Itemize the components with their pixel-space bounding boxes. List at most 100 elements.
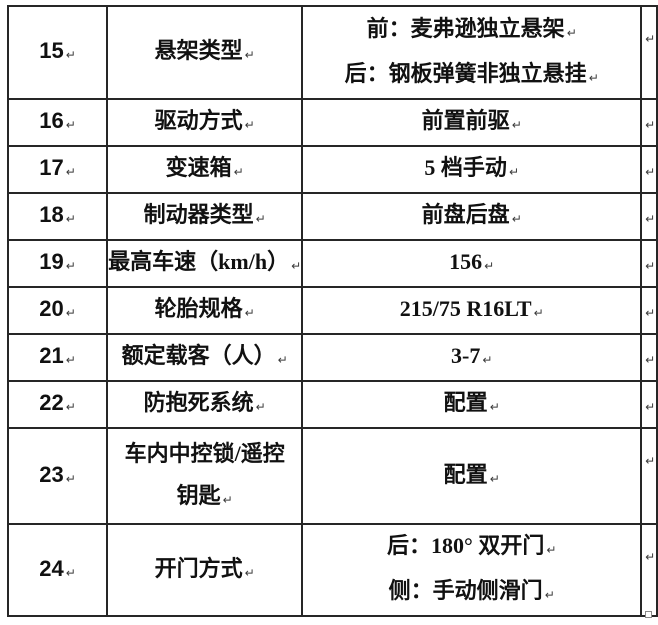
spec-value-line: 前：麦弗逊独立悬架 ↵ [366, 15, 577, 41]
spec-label-line: 钥匙 ↵ [176, 482, 233, 508]
end-of-row-mark-cell: ↵ [640, 380, 658, 429]
table-resize-handle[interactable] [645, 611, 652, 618]
spec-value-line: 后：180° 双开门 ↵ [387, 533, 557, 558]
row-number-cell: 18 ↵ [6, 192, 109, 241]
end-of-row-mark-cell: ↵ [640, 333, 658, 382]
row-number-cell: 17 ↵ [6, 145, 109, 194]
spec-value-cell: 215/75 R16LT ↵ [301, 286, 643, 335]
paragraph-mark-icon: ↵ [645, 32, 656, 46]
table-row: 19 ↵ 最高车速（km/h） ↵ 156 ↵ ↵ [6, 239, 658, 288]
end-of-row-mark-cell: ↵ [640, 98, 658, 147]
paragraph-mark-icon: ↵ [645, 454, 656, 468]
table-row: 18 ↵ 制动器类型 ↵ 前盘后盘 ↵ ↵ [6, 192, 658, 241]
row-number-cell: 21 ↵ [6, 333, 109, 382]
spec-value-cell: 156 ↵ [301, 239, 643, 288]
paragraph-mark-icon: ↵ [546, 543, 557, 557]
spec-label-cell: 防抱死系统 ↵ [106, 380, 304, 429]
row-number: 17 [39, 155, 64, 180]
spec-table-body: 15 ↵ 悬架类型 ↵ 前：麦弗逊独立悬架 ↵ 后：钢板弹簧非独立悬挂 ↵ ↵ 16 ↵ 驱动方式 ↵ 前… [6, 5, 658, 617]
paragraph-mark-icon: ↵ [645, 212, 656, 226]
end-of-row-mark-cell: ↵ [640, 192, 658, 241]
spec-value-cell: 前置前驱 ↵ [301, 98, 643, 147]
spec-label-cell: 制动器类型 ↵ [106, 192, 304, 241]
spec-label-cell: 悬架类型 ↵ [106, 5, 304, 100]
end-of-row-mark-cell: ↵ [640, 523, 658, 617]
paragraph-mark-icon: ↵ [244, 565, 255, 580]
spec-value-line: 后：钢板弹簧非独立悬挂 ↵ [344, 60, 599, 86]
spec-label-line: 变速箱 ↵ [165, 155, 244, 180]
spec-label-cell: 最高车速（km/h） ↵ [106, 239, 304, 288]
row-number: 21 [39, 343, 64, 368]
paragraph-mark-icon: ↵ [65, 212, 76, 226]
spec-value-cell: 前盘后盘 ↵ [301, 192, 643, 241]
spec-value-cell: 5 档手动 ↵ [301, 145, 643, 194]
paragraph-mark-icon: ↵ [65, 48, 76, 62]
paragraph-mark-icon: ↵ [484, 259, 495, 273]
end-of-row-mark-cell: ↵ [640, 427, 658, 525]
row-number-cell: 22 ↵ [6, 380, 109, 429]
spec-label-line: 最高车速（km/h） ↵ [108, 249, 302, 274]
table-row: 23 ↵ 车内中控锁/遥控 钥匙 ↵ 配置 ↵ ↵ [6, 427, 658, 525]
paragraph-mark-icon: ↵ [65, 565, 76, 580]
paragraph-mark-icon: ↵ [233, 165, 244, 179]
table-row: 17 ↵ 变速箱 ↵ 5 档手动 ↵ ↵ [6, 145, 658, 194]
spec-label-line: 驱动方式 ↵ [154, 108, 255, 133]
spec-value-cell: 前：麦弗逊独立悬架 ↵ 后：钢板弹簧非独立悬挂 ↵ [301, 5, 643, 100]
end-of-row-mark-cell: ↵ [640, 239, 658, 288]
spec-label-cell: 驱动方式 ↵ [106, 98, 304, 147]
spec-value-line: 3-7 ↵ [451, 343, 493, 368]
spec-label-line: 制动器类型 ↵ [143, 202, 266, 227]
row-number: 22 [39, 390, 64, 415]
spec-label-line: 车内中控锁/遥控 [124, 440, 285, 466]
paragraph-mark-icon: ↵ [645, 353, 656, 367]
spec-label-cell: 车内中控锁/遥控 钥匙 ↵ [106, 427, 304, 525]
spec-value-line: 前置前驱 ↵ [421, 108, 522, 133]
paragraph-mark-icon: ↵ [533, 306, 544, 320]
paragraph-mark-icon: ↵ [645, 259, 656, 273]
row-number-cell: 16 ↵ [6, 98, 109, 147]
paragraph-mark-icon: ↵ [255, 212, 266, 226]
paragraph-mark-icon: ↵ [244, 48, 255, 62]
table-row: 16 ↵ 驱动方式 ↵ 前置前驱 ↵ ↵ [6, 98, 658, 147]
paragraph-mark-icon: ↵ [511, 118, 522, 132]
spec-value-line: 配置 ↵ [443, 461, 500, 487]
row-number: 15 [39, 38, 64, 63]
table-row: 20 ↵ 轮胎规格 ↵ 215/75 R16LT ↵ ↵ [6, 286, 658, 335]
paragraph-mark-icon: ↵ [645, 550, 656, 564]
paragraph-mark-icon: ↵ [489, 471, 500, 486]
spec-value-line: 侧：手动侧滑门 ↵ [388, 578, 555, 603]
paragraph-mark-icon: ↵ [511, 212, 522, 226]
spec-label-cell: 轮胎规格 ↵ [106, 286, 304, 335]
spec-label-line: 悬架类型 ↵ [154, 38, 255, 63]
spec-label-line: 开门方式 ↵ [154, 555, 255, 581]
spec-value-line: 215/75 R16LT ↵ [399, 296, 544, 321]
paragraph-mark-icon: ↵ [482, 353, 493, 367]
row-number: 24 [39, 555, 64, 581]
spec-value-cell: 配置 ↵ [301, 427, 643, 525]
end-of-row-mark-cell: ↵ [640, 145, 658, 194]
paragraph-mark-icon: ↵ [645, 165, 656, 179]
row-number: 16 [39, 108, 64, 133]
spec-value-cell: 配置 ↵ [301, 380, 643, 429]
paragraph-mark-icon: ↵ [255, 400, 266, 414]
paragraph-mark-icon: ↵ [645, 306, 656, 320]
paragraph-mark-icon: ↵ [291, 259, 302, 273]
spec-label-line: 额定载客（人） ↵ [121, 343, 288, 368]
end-of-row-mark-cell: ↵ [640, 286, 658, 335]
spec-value-cell: 后：180° 双开门 ↵ 侧：手动侧滑门 ↵ [301, 523, 643, 617]
paragraph-mark-icon: ↵ [65, 353, 76, 367]
row-number-cell: 24 ↵ [6, 523, 109, 617]
paragraph-mark-icon: ↵ [489, 400, 500, 414]
paragraph-mark-icon: ↵ [645, 400, 656, 414]
table-row: 24 ↵ 开门方式 ↵ 后：180° 双开门 ↵ 侧：手动侧滑门 ↵ ↵ [6, 523, 658, 617]
row-number: 20 [39, 296, 64, 321]
table-row: 15 ↵ 悬架类型 ↵ 前：麦弗逊独立悬架 ↵ 后：钢板弹簧非独立悬挂 ↵ ↵ [6, 5, 658, 100]
spec-value-cell: 3-7 ↵ [301, 333, 643, 382]
table-row: 21 ↵ 额定载客（人） ↵ 3-7 ↵ ↵ [6, 333, 658, 382]
spec-label-line: 防抱死系统 ↵ [143, 390, 266, 415]
table-row: 22 ↵ 防抱死系统 ↵ 配置 ↵ ↵ [6, 380, 658, 429]
end-of-row-mark-cell: ↵ [640, 5, 658, 100]
spec-label-cell: 额定载客（人） ↵ [106, 333, 304, 382]
paragraph-mark-icon: ↵ [65, 259, 76, 273]
